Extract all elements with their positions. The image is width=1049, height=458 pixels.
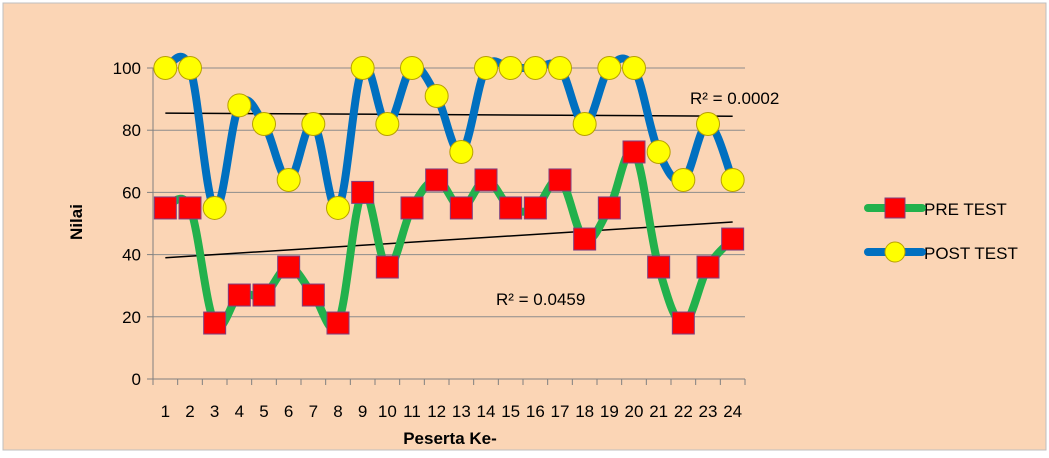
x-tick-label: 5 bbox=[259, 402, 268, 421]
x-tick-label: 16 bbox=[526, 402, 545, 421]
x-tick-label: 18 bbox=[575, 402, 594, 421]
gridlines bbox=[153, 67, 745, 318]
data-point-pre-test bbox=[671, 311, 695, 335]
x-tick-label: 13 bbox=[452, 402, 471, 421]
data-point-pre-test bbox=[474, 168, 498, 192]
x-tick-label: 24 bbox=[723, 402, 742, 421]
data-point-pre-test bbox=[326, 311, 350, 335]
chart-background bbox=[2, 2, 1047, 451]
x-tick-label: 21 bbox=[649, 402, 668, 421]
x-axis-label: Peserta Ke- bbox=[403, 429, 497, 448]
data-point-post-test bbox=[696, 111, 720, 136]
trendline-r2-label-post: R² = 0.0002 bbox=[690, 89, 779, 108]
data-point-pre-test bbox=[449, 196, 473, 220]
data-point-post-test bbox=[622, 56, 646, 80]
legend: PRE TEST POST TEST bbox=[864, 197, 1018, 263]
data-point-pre-test bbox=[203, 311, 227, 335]
data-point-post-test bbox=[252, 111, 276, 136]
data-point-pre-test bbox=[400, 196, 424, 220]
x-tick-label: 7 bbox=[309, 402, 318, 421]
data-point-post-test bbox=[572, 111, 597, 136]
y-tick-label: 60 bbox=[122, 183, 141, 202]
trendline-r2-label-pre: R² = 0.0459 bbox=[496, 290, 585, 309]
legend-swatch-post-test-marker bbox=[884, 241, 906, 263]
data-point-post-test bbox=[498, 56, 523, 80]
x-tick-label: 8 bbox=[333, 402, 342, 421]
data-point-post-test bbox=[597, 56, 622, 80]
x-tick-label: 3 bbox=[210, 402, 219, 421]
data-point-post-test bbox=[474, 56, 498, 80]
data-point-pre-test bbox=[153, 196, 177, 220]
data-point-pre-test bbox=[375, 255, 399, 279]
x-tick-label: 15 bbox=[501, 402, 520, 421]
data-point-pre-test bbox=[696, 255, 720, 279]
data-point-pre-test bbox=[301, 283, 325, 307]
series-markers bbox=[153, 56, 745, 335]
x-tick-label: 23 bbox=[699, 402, 718, 421]
x-tick-label: 2 bbox=[185, 402, 194, 421]
x-tick-label: 11 bbox=[403, 402, 421, 421]
data-point-pre-test bbox=[351, 180, 375, 204]
data-point-pre-test bbox=[425, 168, 449, 192]
data-point-post-test bbox=[350, 56, 375, 80]
y-tick-label: 20 bbox=[122, 308, 141, 327]
data-point-pre-test bbox=[647, 255, 671, 279]
data-point-pre-test bbox=[622, 140, 646, 164]
legend-swatch-pre-test-marker bbox=[884, 197, 906, 219]
y-tick-label: 0 bbox=[132, 370, 141, 389]
x-tick-label: 14 bbox=[477, 402, 496, 421]
labels: Nilai Peserta Ke- R² = 0.0002 R² = 0.045… bbox=[67, 89, 779, 448]
data-point-pre-test bbox=[523, 196, 547, 220]
data-point-post-test bbox=[301, 111, 326, 136]
trendline-pre-test bbox=[165, 221, 733, 259]
data-point-post-test bbox=[153, 56, 178, 80]
y-tick-label: 100 bbox=[113, 59, 141, 78]
x-tick-label: 1 bbox=[161, 402, 170, 421]
x-tick-label: 20 bbox=[625, 402, 644, 421]
data-point-post-test bbox=[548, 56, 572, 80]
x-tick-label: 17 bbox=[551, 402, 570, 421]
data-point-post-test bbox=[227, 93, 252, 118]
data-point-post-test bbox=[646, 139, 671, 164]
data-point-post-test bbox=[326, 195, 350, 220]
data-point-post-test bbox=[449, 139, 474, 164]
data-point-pre-test bbox=[548, 168, 572, 192]
data-point-pre-test bbox=[178, 196, 202, 220]
data-point-pre-test bbox=[277, 255, 301, 279]
data-point-post-test bbox=[400, 56, 424, 80]
data-point-post-test bbox=[424, 83, 449, 108]
x-tick-label: 4 bbox=[235, 402, 244, 421]
data-point-pre-test bbox=[252, 283, 276, 307]
data-point-pre-test bbox=[597, 196, 621, 220]
x-tick-label: 6 bbox=[284, 402, 293, 421]
data-point-pre-test bbox=[721, 227, 745, 251]
legend-label-post-test: POST TEST bbox=[924, 244, 1018, 263]
data-point-post-test bbox=[375, 111, 400, 136]
x-tick-label: 19 bbox=[600, 402, 619, 421]
y-tick-label: 80 bbox=[122, 121, 141, 140]
data-point-post-test bbox=[276, 167, 301, 192]
legend-label-pre-test: PRE TEST bbox=[924, 200, 1007, 219]
y-tick-label: 40 bbox=[122, 246, 141, 265]
x-tick-label: 12 bbox=[427, 402, 446, 421]
data-point-post-test bbox=[671, 167, 696, 192]
data-point-post-test bbox=[202, 195, 227, 220]
x-tick-label: 22 bbox=[674, 402, 693, 421]
y-axis-label: Nilai bbox=[67, 204, 86, 240]
data-point-post-test bbox=[178, 56, 202, 80]
x-tick-label: 10 bbox=[378, 402, 397, 421]
data-point-pre-test bbox=[227, 283, 251, 307]
data-point-pre-test bbox=[499, 196, 523, 220]
data-point-pre-test bbox=[573, 227, 597, 251]
x-tick-label: 9 bbox=[358, 402, 367, 421]
data-point-post-test bbox=[523, 56, 548, 80]
data-point-post-test bbox=[720, 167, 745, 192]
